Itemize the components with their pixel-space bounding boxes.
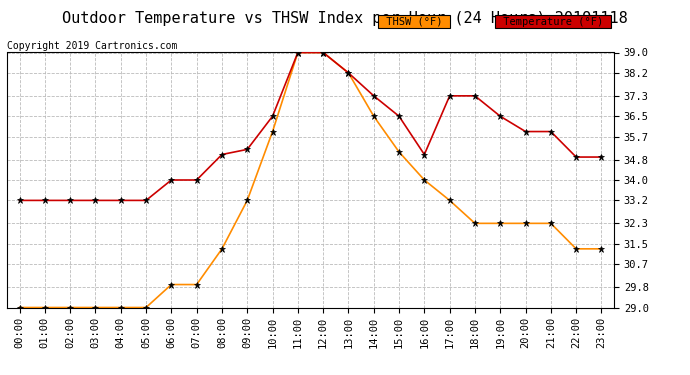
Text: Temperature (°F): Temperature (°F) [497,17,609,27]
Text: Copyright 2019 Cartronics.com: Copyright 2019 Cartronics.com [7,41,177,51]
Text: Outdoor Temperature vs THSW Index per Hour (24 Hours) 20191118: Outdoor Temperature vs THSW Index per Ho… [62,11,628,26]
Text: THSW (°F): THSW (°F) [380,17,449,27]
